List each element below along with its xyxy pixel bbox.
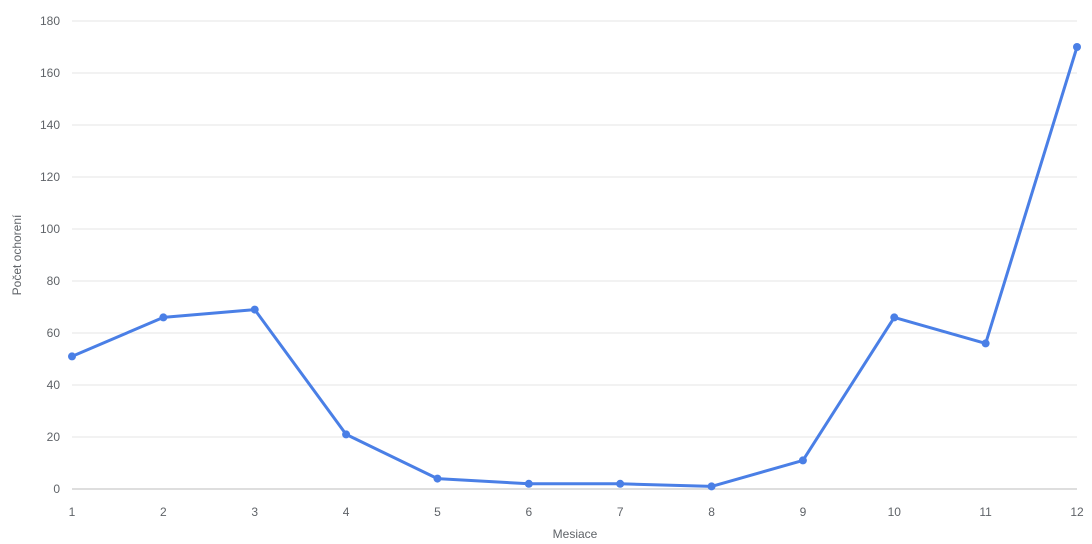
y-tick-label: 20 bbox=[47, 430, 61, 444]
x-tick-label: 11 bbox=[979, 505, 992, 519]
x-axis-ticks: 1 2 3 4 5 6 7 8 9 10 11 12 bbox=[69, 505, 1084, 519]
y-axis-title: Počet ochorení bbox=[10, 214, 24, 295]
data-point bbox=[616, 479, 625, 488]
y-tick-label: 40 bbox=[47, 378, 61, 392]
x-tick-label: 5 bbox=[434, 505, 441, 519]
y-axis-ticks: 0 20 40 60 80 100 120 140 160 180 bbox=[40, 14, 60, 496]
x-tick-label: 10 bbox=[888, 505, 902, 519]
data-point bbox=[707, 482, 716, 491]
y-tick-label: 0 bbox=[53, 482, 60, 496]
x-tick-label: 3 bbox=[251, 505, 258, 519]
y-tick-label: 80 bbox=[47, 274, 61, 288]
y-tick-label: 160 bbox=[40, 66, 60, 80]
x-tick-label: 4 bbox=[343, 505, 350, 519]
x-tick-label: 12 bbox=[1070, 505, 1084, 519]
y-tick-label: 120 bbox=[40, 170, 60, 184]
data-point bbox=[250, 305, 259, 314]
data-point bbox=[159, 313, 168, 322]
x-tick-label: 8 bbox=[708, 505, 715, 519]
data-point bbox=[890, 313, 899, 322]
x-tick-label: 6 bbox=[525, 505, 532, 519]
data-point bbox=[342, 430, 351, 439]
y-tick-label: 180 bbox=[40, 14, 60, 28]
data-point bbox=[68, 352, 76, 361]
y-tick-label: 60 bbox=[47, 326, 61, 340]
x-tick-label: 9 bbox=[800, 505, 807, 519]
y-tick-label: 100 bbox=[40, 222, 60, 236]
x-tick-label: 1 bbox=[69, 505, 76, 519]
data-point bbox=[1073, 43, 1081, 51]
series-group bbox=[68, 43, 1081, 491]
series-line bbox=[70, 45, 1079, 488]
y-tick-label: 140 bbox=[40, 118, 60, 132]
x-tick-label: 7 bbox=[617, 505, 624, 519]
x-tick-label: 2 bbox=[160, 505, 167, 519]
x-axis-title: Mesiace bbox=[553, 527, 598, 541]
data-point bbox=[524, 479, 533, 488]
gridlines bbox=[72, 20, 1077, 490]
data-point bbox=[798, 456, 807, 465]
data-point bbox=[981, 339, 990, 348]
data-point bbox=[433, 474, 442, 483]
